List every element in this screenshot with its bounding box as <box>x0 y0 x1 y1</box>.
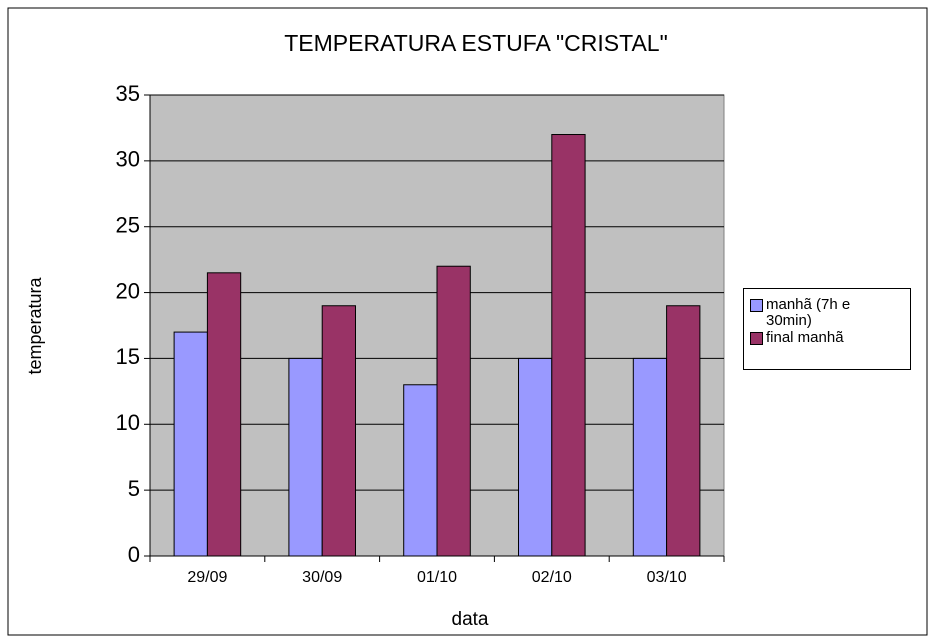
y-tick-label: 5 <box>128 476 140 501</box>
legend-swatch <box>750 332 763 345</box>
bar <box>403 384 438 557</box>
y-tick-label: 10 <box>116 410 140 435</box>
y-axis-label: temperatura <box>25 276 45 374</box>
y-tick-label: 20 <box>116 278 140 303</box>
bar <box>321 305 356 557</box>
bar <box>288 357 323 557</box>
legend-entry: final manhã <box>750 330 906 346</box>
bar <box>436 265 471 557</box>
legend: manhã (7h e 30min) final manhã <box>743 288 911 370</box>
legend-label: final manhã <box>766 329 844 346</box>
bar <box>632 357 668 557</box>
bar <box>551 134 586 557</box>
bar <box>518 357 553 557</box>
chart-title: TEMPERATURA ESTUFA "CRISTAL" <box>284 30 668 56</box>
legend-entry: manhã (7h e 30min) <box>750 297 906 329</box>
x-tick-label: 02/10 <box>532 569 572 586</box>
y-tick-label: 15 <box>116 344 140 369</box>
legend-swatch <box>750 299 763 312</box>
x-axis-label: data <box>452 609 489 630</box>
y-tick-label: 25 <box>116 213 140 238</box>
x-tick-label: 01/10 <box>417 569 457 586</box>
legend-label: manhã (7h e 30min) <box>766 296 851 329</box>
bar <box>173 331 208 557</box>
x-tick-label: 29/09 <box>187 569 227 586</box>
y-tick-label: 0 <box>128 542 140 567</box>
bar <box>666 305 701 557</box>
y-tick-label: 35 <box>116 81 140 106</box>
x-tick-label: 30/09 <box>302 569 342 586</box>
y-tick-label: 30 <box>116 147 140 172</box>
x-tick-label: 03/10 <box>647 569 687 586</box>
bar <box>206 272 242 557</box>
